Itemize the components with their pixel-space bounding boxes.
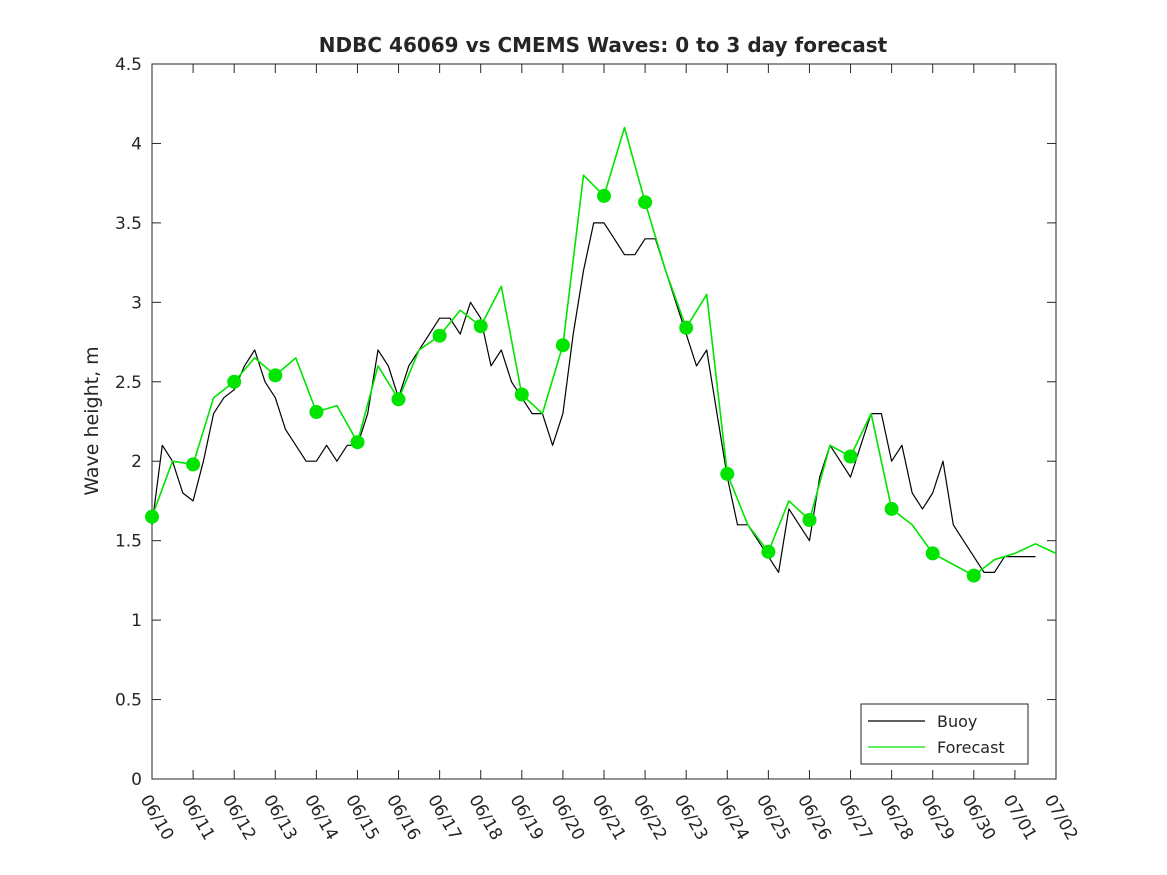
y-tick-label: 1	[131, 611, 142, 631]
legend: Buoy Forecast	[860, 703, 1029, 765]
legend-buoy-label: Buoy	[937, 712, 977, 731]
forecast-marker	[925, 546, 940, 561]
forecast-markers	[145, 188, 981, 583]
forecast-marker	[597, 188, 611, 203]
forecast-marker	[638, 195, 653, 210]
plot-box	[151, 63, 1057, 780]
forecast-marker	[186, 457, 201, 472]
y-tick-label: 1.5	[115, 532, 142, 552]
y-axis-ticks: 0 0.5 1 1.5 2 2.5 3 3.5 4 4.5	[115, 55, 1056, 790]
chart-title: NDBC 46069 vs CMEMS Waves: 0 to 3 day fo…	[319, 33, 888, 57]
forecast-marker	[350, 435, 365, 450]
y-tick-label: 2	[131, 452, 142, 472]
series-line-buoy	[151, 222, 1036, 574]
forecast-marker	[473, 319, 488, 334]
forecast-marker	[514, 387, 529, 402]
forecast-marker	[679, 320, 694, 335]
y-tick-label: 0	[131, 770, 142, 790]
forecast-marker	[432, 328, 447, 343]
y-tick-label: 2.5	[115, 373, 142, 393]
forecast-marker	[884, 501, 899, 516]
forecast-marker	[309, 405, 324, 419]
legend-forecast-label: Forecast	[937, 738, 1005, 757]
y-tick-label: 0.5	[115, 691, 142, 711]
forecast-marker	[966, 568, 981, 583]
forecast-marker	[227, 374, 242, 389]
y-tick-label: 4.5	[115, 55, 142, 75]
forecast-marker	[802, 513, 817, 527]
forecast-marker	[555, 338, 570, 353]
y-tick-label: 4	[131, 134, 142, 154]
legend-box	[860, 703, 1029, 765]
forecast-marker	[761, 544, 776, 559]
forecast-marker	[268, 368, 283, 383]
y-tick-label: 3.5	[115, 214, 142, 234]
forecast-marker	[391, 392, 406, 407]
forecast-marker	[843, 449, 858, 464]
forecast-marker	[145, 509, 159, 524]
y-tick-label: 3	[131, 293, 142, 313]
forecast-marker	[720, 466, 735, 481]
y-axis-label: Wave height, m	[81, 346, 103, 495]
